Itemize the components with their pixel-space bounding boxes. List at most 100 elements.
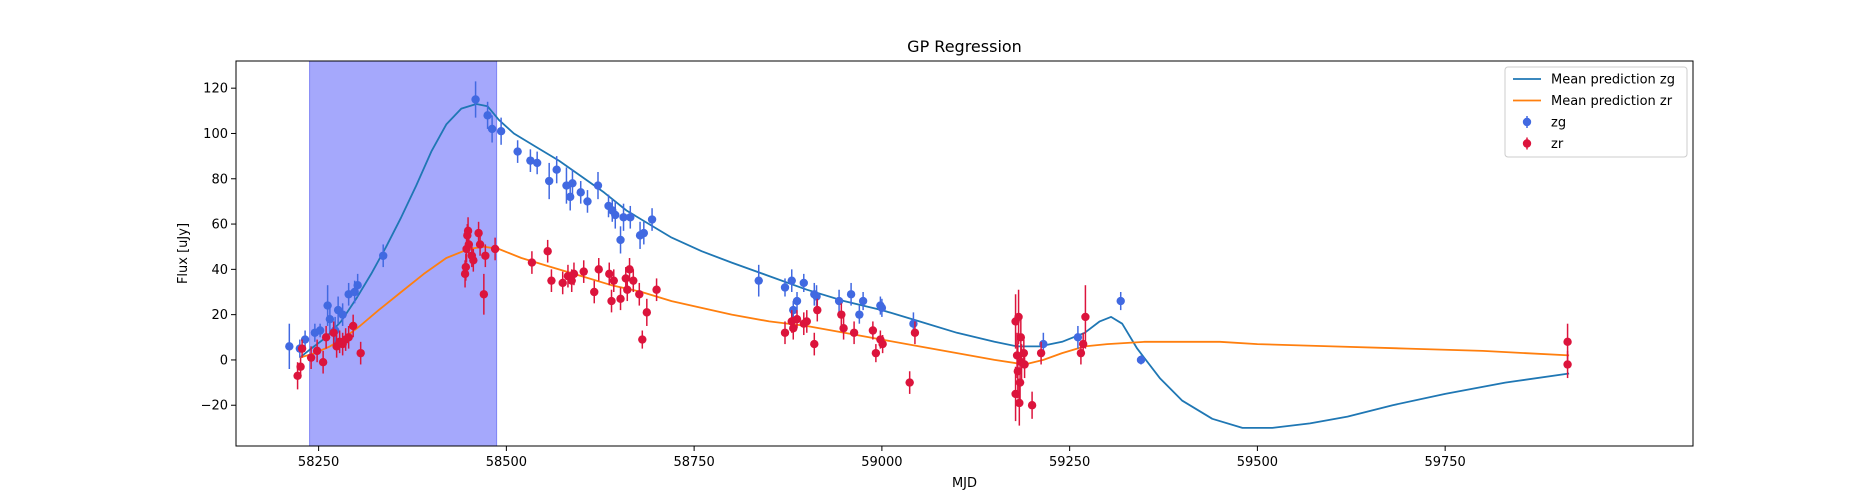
data-point-zg-43 [799,278,808,288]
data-point-zg-22 [552,165,561,174]
data-point-zg-12 [353,281,362,290]
data-point-zg-31 [611,210,620,220]
data-point-zr-49 [652,285,661,294]
data-point-zr-52 [789,324,798,333]
legend-box [1504,66,1688,158]
y-tick-label-80: 80 [211,172,228,187]
data-point-zr-56 [810,339,819,349]
data-point-zr-40 [609,276,618,285]
data-point-zg-9 [338,310,347,319]
data-point-zr-46 [635,290,644,299]
data-point-zr-78 [1027,401,1037,410]
data-point-zr-60 [849,328,859,337]
x-tick-label-58250: 58250 [298,455,339,470]
data-point-zg-18 [513,147,522,156]
data-point-zr-83 [1563,337,1572,347]
x-tick-label-59500: 59500 [1237,455,1278,470]
data-point-zr-84 [1563,360,1572,369]
data-point-zr-79 [1036,348,1046,358]
data-point-zr-6 [321,333,331,342]
data-point-zr-14 [356,348,365,358]
data-point-zr-66 [910,328,920,337]
legend: Mean prediction zg Mean prediction zr zg zr [1504,66,1688,158]
legend-label-mean-prediction-zr: Mean prediction zr [1551,94,1673,109]
data-point-zr-58 [837,310,846,319]
data-point-zr-25 [479,290,489,299]
legend-label-zg: zg [1551,116,1566,131]
data-point-zg-34 [626,213,635,222]
data-point-zg-39 [780,283,790,292]
data-point-zr-48 [642,308,652,317]
data-point-zg-36 [639,228,649,238]
data-point-zg-15 [483,111,492,120]
data-point-zg-54 [1073,333,1083,342]
data-point-zr-55 [802,317,811,326]
data-point-zg-40 [787,276,796,285]
data-point-zr-3 [306,353,316,362]
data-point-zg-4 [315,326,325,335]
data-point-zr-72 [1015,398,1024,408]
x-tick-label-58750: 58750 [673,455,714,470]
axes-frame [235,60,1694,447]
data-point-zr-76 [1019,348,1029,358]
data-point-zr-2 [297,344,307,353]
data-point-zg-25 [568,179,577,188]
data-point-zg-6 [325,314,335,324]
data-point-zr-61 [868,326,878,335]
data-point-zr-20 [464,240,474,249]
data-point-zg-49 [858,296,868,306]
data-point-zr-82 [1081,312,1090,322]
data-point-zg-33 [619,213,628,222]
data-point-zr-64 [878,339,887,349]
data-point-zr-73 [1015,378,1025,387]
data-point-zg-41 [789,305,798,315]
data-point-zr-1 [296,362,305,371]
data-point-zr-15 [460,269,470,279]
data-point-zr-69 [1012,351,1022,360]
data-point-zr-24 [475,240,485,249]
data-point-zg-47 [846,290,856,299]
data-point-zg-17 [496,127,506,136]
data-point-zr-50 [780,328,790,337]
data-point-zr-34 [569,269,579,279]
data-point-zr-28 [527,258,537,267]
data-point-zr-7 [329,328,338,337]
data-point-zg-19 [526,156,535,165]
y-tick-label-100: 100 [203,127,228,142]
data-point-zr-65 [905,378,914,387]
data-point-zr-37 [594,265,603,274]
data-point-zr-27 [490,244,500,254]
data-point-zr-16 [461,262,471,272]
data-point-zr-77 [1020,360,1029,369]
data-point-zr-43 [623,285,632,294]
data-point-zg-13 [379,251,388,260]
data-point-zg-46 [834,296,844,306]
plot-area [285,61,1572,446]
x-axis-label: MJD [952,476,977,491]
data-point-zg-37 [647,215,657,224]
x-tick-label-58500: 58500 [486,455,527,470]
data-point-zg-48 [855,310,864,319]
data-point-zr-35 [579,267,588,276]
y-tick-label--20: −20 [201,399,228,414]
y-tick-label-40: 40 [211,263,228,278]
series-zr [293,217,1572,426]
data-point-zg-28 [593,181,603,190]
data-point-zr-19 [463,226,473,236]
data-point-zg-14 [471,95,480,104]
legend-marker-zr [1522,139,1532,148]
data-point-zg-21 [544,176,554,186]
data-point-zr-5 [318,358,328,367]
data-point-zr-0 [293,371,302,380]
data-point-zr-31 [558,278,567,288]
plot-clipped-group [285,61,1572,446]
data-point-zg-52 [909,319,918,328]
legend-label-mean-prediction-zg: Mean prediction zg [1551,73,1675,88]
mean-prediction-line-zg [299,103,1570,429]
data-point-zg-27 [583,197,592,206]
legend-marker-zg [1522,117,1532,127]
data-point-zr-39 [607,296,616,306]
data-point-zr-45 [629,276,638,285]
